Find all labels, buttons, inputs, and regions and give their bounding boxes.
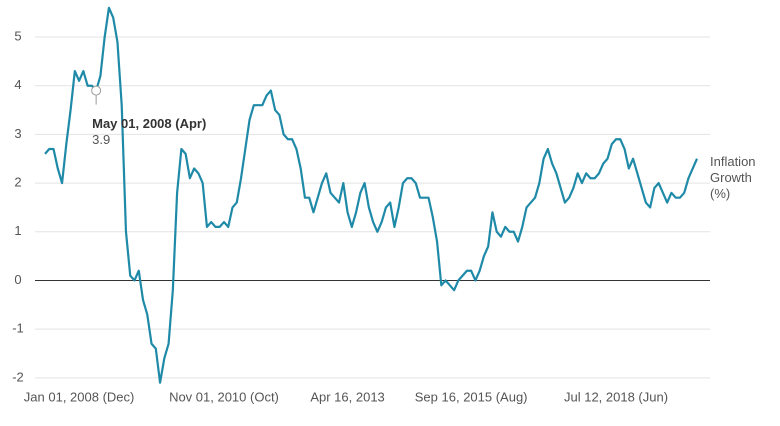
- tooltip-title: May 01, 2008 (Apr): [92, 116, 206, 131]
- x-tick-label: Nov 01, 2010 (Oct): [169, 389, 279, 404]
- line: [44, 6, 699, 384]
- y-tick-label: -2: [12, 369, 24, 384]
- y-tick-label: 5: [14, 28, 21, 43]
- y-tick-label: 0: [14, 272, 21, 287]
- x-tick-label: Jul 12, 2018 (Jun): [564, 389, 668, 404]
- x-tick-label: Apr 16, 2013: [310, 389, 384, 404]
- tooltip-value: 3.9: [92, 132, 110, 147]
- x-tick-label: Jan 01, 2008 (Dec): [24, 389, 135, 404]
- series-label: Inflation Growth (%): [710, 154, 756, 201]
- y-tick-label: 2: [14, 175, 21, 190]
- y-tick-label: -1: [12, 321, 24, 336]
- x-tick-label: Sep 16, 2015 (Aug): [415, 389, 528, 404]
- y-tick-label: 4: [14, 77, 21, 92]
- y-tick-label: 1: [14, 223, 21, 238]
- y-tick-label: 3: [14, 126, 21, 141]
- hover-marker: [91, 85, 102, 96]
